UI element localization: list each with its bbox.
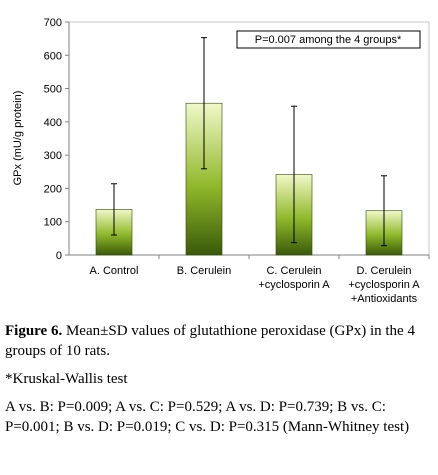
footnote: *Kruskal-Wallis test xyxy=(5,371,128,387)
caption-main: Figure 6. Mean±SD values of glutathione … xyxy=(5,321,433,361)
x-tick-label: +Antioxidants xyxy=(351,293,418,305)
x-tick-label: +cyclosporin A xyxy=(348,279,420,291)
figure-text: Mean±SD values of glutathione peroxidase… xyxy=(5,323,415,359)
y-tick-label: 0 xyxy=(56,250,62,262)
figure-caption: Figure 6. Mean±SD values of glutathione … xyxy=(5,321,433,437)
x-tick-label: C. Cerulein xyxy=(266,265,321,277)
bar-chart: 0 100 200 300 400 500 600 700 A. Control B. Ceru… xyxy=(12,17,430,305)
x-tick-label: A. Control xyxy=(90,265,139,277)
y-tick-label: 500 xyxy=(44,84,62,96)
figure-label: Figure 6. xyxy=(5,323,63,339)
y-tick-label: 300 xyxy=(44,150,62,162)
annotation-box xyxy=(236,30,421,49)
y-tick-label: 700 xyxy=(44,17,62,29)
y-axis-label: GPx (mU/g protein) xyxy=(12,91,24,186)
x-tick-label: +cyclosporin A xyxy=(258,279,330,291)
y-tick-label: 400 xyxy=(44,117,62,129)
comparisons: A vs. B: P=0.009; A vs. C: P=0.529; A vs… xyxy=(5,399,410,435)
x-tick-label: B. Cerulein xyxy=(177,265,231,277)
y-tick-label: 200 xyxy=(44,183,62,195)
chart: 0 100 200 300 400 500 600 700 A. Control B. Ceru… xyxy=(12,17,430,305)
x-tick-label: D. Cerulein xyxy=(356,265,411,277)
y-tick-label: 100 xyxy=(44,217,62,229)
annotation-text: P=0.007 among the 4 groups* xyxy=(255,34,402,46)
y-tick-label: 600 xyxy=(44,50,62,62)
